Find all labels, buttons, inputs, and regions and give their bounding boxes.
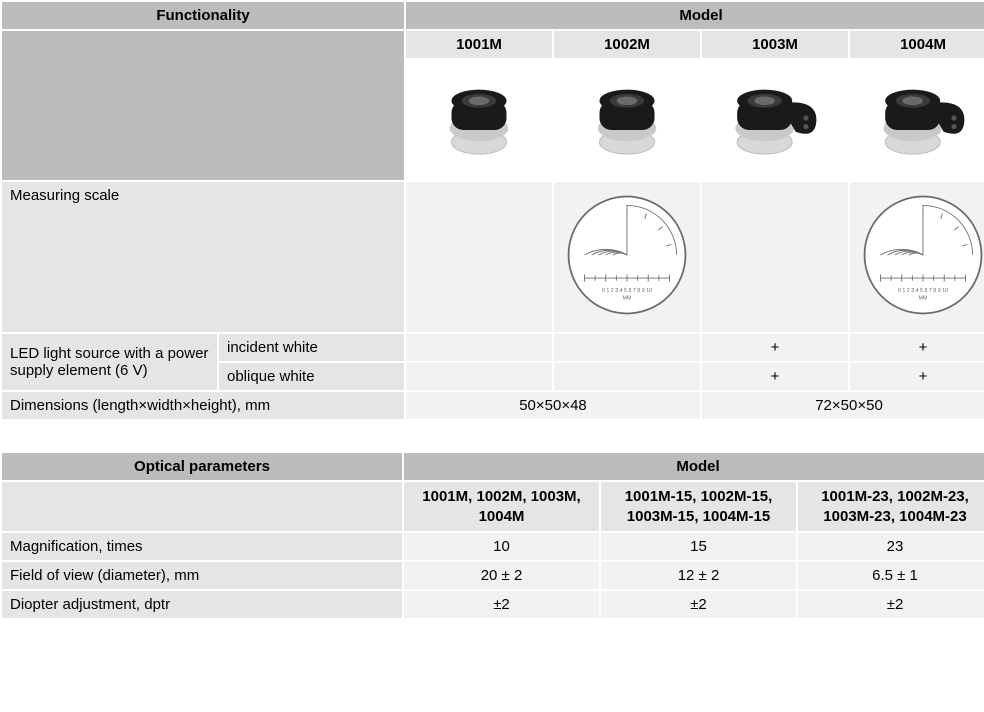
cell: + bbox=[850, 334, 984, 361]
svg-text:MM: MM bbox=[919, 295, 928, 301]
cell: 50×50×48 bbox=[406, 392, 700, 419]
model-header: Model bbox=[404, 453, 984, 480]
optical-params-table: Optical parameters Model 1001M, 1002M, 1… bbox=[0, 451, 984, 620]
product-image-cell bbox=[850, 60, 984, 180]
cell-reticle: 0 1 2 3 4 5 6 7 8 9 10 MM bbox=[554, 182, 700, 332]
cell bbox=[554, 363, 700, 390]
cell-reticle: 0 1 2 3 4 5 6 7 8 9 10 MM bbox=[850, 182, 984, 332]
row-measuring-scale: Measuring scale bbox=[2, 182, 404, 332]
func-header: Functionality bbox=[2, 2, 404, 29]
row-led-incident: incident white bbox=[219, 334, 404, 361]
cell: 15 bbox=[601, 533, 796, 560]
reticle-icon: 0 1 2 3 4 5 6 7 8 9 10 MM bbox=[861, 193, 984, 317]
row-label: Diopter adjustment, dptr bbox=[2, 591, 402, 618]
row-led-group: LED light source with a power supply ele… bbox=[2, 334, 217, 390]
model-label: 1002M bbox=[554, 31, 700, 58]
product-image-cell bbox=[702, 60, 848, 180]
cell: + bbox=[702, 334, 848, 361]
params-header: Optical parameters bbox=[2, 453, 402, 480]
model-group: 1001M, 1002M, 1003M, 1004M bbox=[404, 482, 599, 531]
cell bbox=[406, 334, 552, 361]
cell: ±2 bbox=[798, 591, 984, 618]
cell: 20 ± 2 bbox=[404, 562, 599, 589]
svg-text:0 1 2 3 4 5 6 7 8 9 10: 0 1 2 3 4 5 6 7 8 9 10 bbox=[602, 288, 652, 294]
cell: + bbox=[850, 363, 984, 390]
loupe-with-handle-icon bbox=[871, 75, 975, 161]
cell: 12 ± 2 bbox=[601, 562, 796, 589]
row-label: Field of view (diameter), mm bbox=[2, 562, 402, 589]
func-spacer bbox=[2, 31, 404, 180]
row-dimensions: Dimensions (length×width×height), mm bbox=[2, 392, 404, 419]
model-label: 1004M bbox=[850, 31, 984, 58]
product-image-cell bbox=[554, 60, 700, 180]
cell: 10 bbox=[404, 533, 599, 560]
loupe-icon bbox=[584, 75, 670, 161]
svg-text:0 1 2 3 4 5 6 7 8 9 10: 0 1 2 3 4 5 6 7 8 9 10 bbox=[898, 288, 948, 294]
model-label: 1001M bbox=[406, 31, 552, 58]
cell: ±2 bbox=[601, 591, 796, 618]
cell: 72×50×50 bbox=[702, 392, 984, 419]
cell bbox=[554, 334, 700, 361]
row-label: Magnification, times bbox=[2, 533, 402, 560]
product-image-cell bbox=[406, 60, 552, 180]
cell: ±2 bbox=[404, 591, 599, 618]
loupe-with-handle-icon bbox=[723, 75, 827, 161]
cell bbox=[702, 182, 848, 332]
loupe-icon bbox=[436, 75, 522, 161]
params-spacer bbox=[2, 482, 402, 531]
model-group: 1001M-23, 1002M-23, 1003M-23, 1004M-23 bbox=[798, 482, 984, 531]
model-header: Model bbox=[406, 2, 984, 29]
cell: 6.5 ± 1 bbox=[798, 562, 984, 589]
svg-text:MM: MM bbox=[623, 295, 632, 301]
model-group: 1001M-15, 1002M-15, 1003M-15, 1004M-15 bbox=[601, 482, 796, 531]
functionality-table: Functionality Model 1001M 1002M 1003M 10… bbox=[0, 0, 984, 421]
model-label: 1003M bbox=[702, 31, 848, 58]
cell bbox=[406, 363, 552, 390]
cell: + bbox=[702, 363, 848, 390]
reticle-icon: 0 1 2 3 4 5 6 7 8 9 10 MM bbox=[565, 193, 689, 317]
cell bbox=[406, 182, 552, 332]
cell: 23 bbox=[798, 533, 984, 560]
row-led-oblique: oblique white bbox=[219, 363, 404, 390]
